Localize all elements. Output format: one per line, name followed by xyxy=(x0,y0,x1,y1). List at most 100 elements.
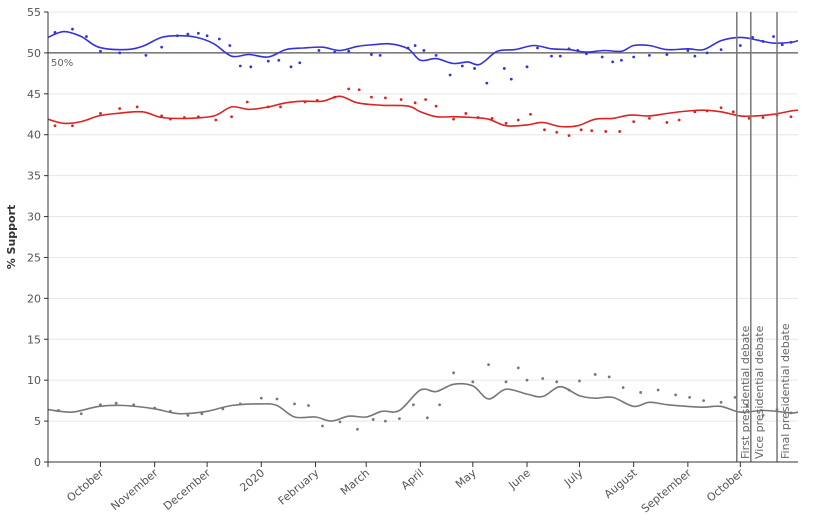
poll-point xyxy=(425,416,429,420)
poll-point xyxy=(772,35,775,38)
poll-point xyxy=(665,53,669,56)
poll-point xyxy=(118,51,122,55)
poll-point xyxy=(674,393,678,397)
poll-point xyxy=(452,371,455,375)
y-tick-label: 35 xyxy=(27,170,41,183)
poll-point xyxy=(516,118,520,122)
poll-point xyxy=(413,101,417,105)
poll-point xyxy=(719,106,723,110)
poll-point xyxy=(217,37,221,41)
poll-point xyxy=(604,130,608,133)
series-2 xyxy=(47,363,799,431)
poll-point xyxy=(356,427,359,431)
poll-point xyxy=(289,65,293,69)
poll-point xyxy=(338,420,342,424)
poll-point xyxy=(555,130,559,134)
poll-point xyxy=(317,49,321,52)
poll-point xyxy=(397,417,401,421)
poll-point xyxy=(279,105,282,109)
poll-point xyxy=(452,117,455,121)
poll-point xyxy=(536,46,539,50)
poll-point xyxy=(384,96,387,100)
poll-point xyxy=(275,397,279,401)
poll-point xyxy=(434,104,438,108)
poll-point xyxy=(370,95,373,99)
poll-point xyxy=(504,380,508,384)
poll-point xyxy=(471,380,475,384)
poll-point xyxy=(607,375,611,379)
poll-point xyxy=(733,395,737,399)
poll-point xyxy=(647,53,651,57)
poll-point xyxy=(464,112,468,115)
poll-point xyxy=(647,116,651,120)
trend-line xyxy=(47,30,799,66)
poll-point xyxy=(460,64,464,68)
x-tick-label: February xyxy=(276,466,322,508)
reference-line: 50% xyxy=(48,52,798,69)
poll-point xyxy=(321,424,324,428)
y-tick-label: 5 xyxy=(34,415,41,428)
poll-point xyxy=(632,55,636,59)
poll-point xyxy=(789,115,793,119)
poll-point xyxy=(228,44,232,47)
y-tick-label: 25 xyxy=(27,251,41,264)
trend-line xyxy=(47,382,799,422)
x-tick-label: May xyxy=(453,466,479,491)
event-label: First presidential debate xyxy=(739,325,752,459)
poll-point xyxy=(719,48,723,52)
poll-point xyxy=(333,50,337,54)
poll-point xyxy=(578,379,581,383)
poll-point xyxy=(144,53,148,57)
poll-point xyxy=(585,52,588,56)
poll-point xyxy=(579,128,583,132)
poll-point xyxy=(424,98,428,101)
poll-point xyxy=(422,49,426,52)
poll-point xyxy=(71,27,74,31)
poll-point xyxy=(200,412,204,416)
poll-point xyxy=(761,116,765,119)
poll-point xyxy=(525,65,529,69)
poll-point xyxy=(686,49,690,52)
poll-point xyxy=(731,110,735,114)
y-tick-label: 20 xyxy=(27,292,41,305)
poll-point xyxy=(399,98,403,101)
poll-point xyxy=(490,116,494,120)
poll-point xyxy=(761,413,765,417)
x-tick-label: June xyxy=(505,466,533,492)
series-1 xyxy=(47,87,799,137)
poll-point xyxy=(502,67,506,70)
poll-point xyxy=(448,73,452,77)
poll-point xyxy=(618,130,622,133)
poll-point xyxy=(114,401,118,405)
x-tick-label: November xyxy=(108,466,161,513)
poll-point xyxy=(347,49,351,53)
poll-point xyxy=(656,388,660,392)
poll-point xyxy=(411,403,415,407)
poll-point xyxy=(249,65,253,69)
poll-point xyxy=(371,418,375,421)
poll-point xyxy=(438,403,442,407)
series-0 xyxy=(47,27,799,85)
poll-point xyxy=(688,395,692,399)
poll-point xyxy=(259,396,263,400)
poll-point xyxy=(99,112,102,115)
poll-point xyxy=(555,380,559,384)
y-tick-label: 15 xyxy=(27,333,41,346)
poll-point xyxy=(160,45,164,49)
poll-point xyxy=(632,120,636,124)
poll-point xyxy=(693,54,697,58)
poll-point xyxy=(53,124,57,128)
poll-point xyxy=(307,404,310,407)
poll-point xyxy=(516,366,520,370)
x-tick-label: August xyxy=(602,466,640,501)
poll-point xyxy=(238,64,242,68)
x-tick-label: September xyxy=(639,466,694,515)
x-tick-label: April xyxy=(399,466,427,492)
event-markers: First presidential debate Vice presidenti… xyxy=(736,12,792,462)
poll-point xyxy=(118,107,122,110)
trend-line xyxy=(47,95,799,128)
poll-point xyxy=(702,399,705,403)
x-tick-label: March xyxy=(338,466,372,498)
poll-point xyxy=(277,58,281,62)
